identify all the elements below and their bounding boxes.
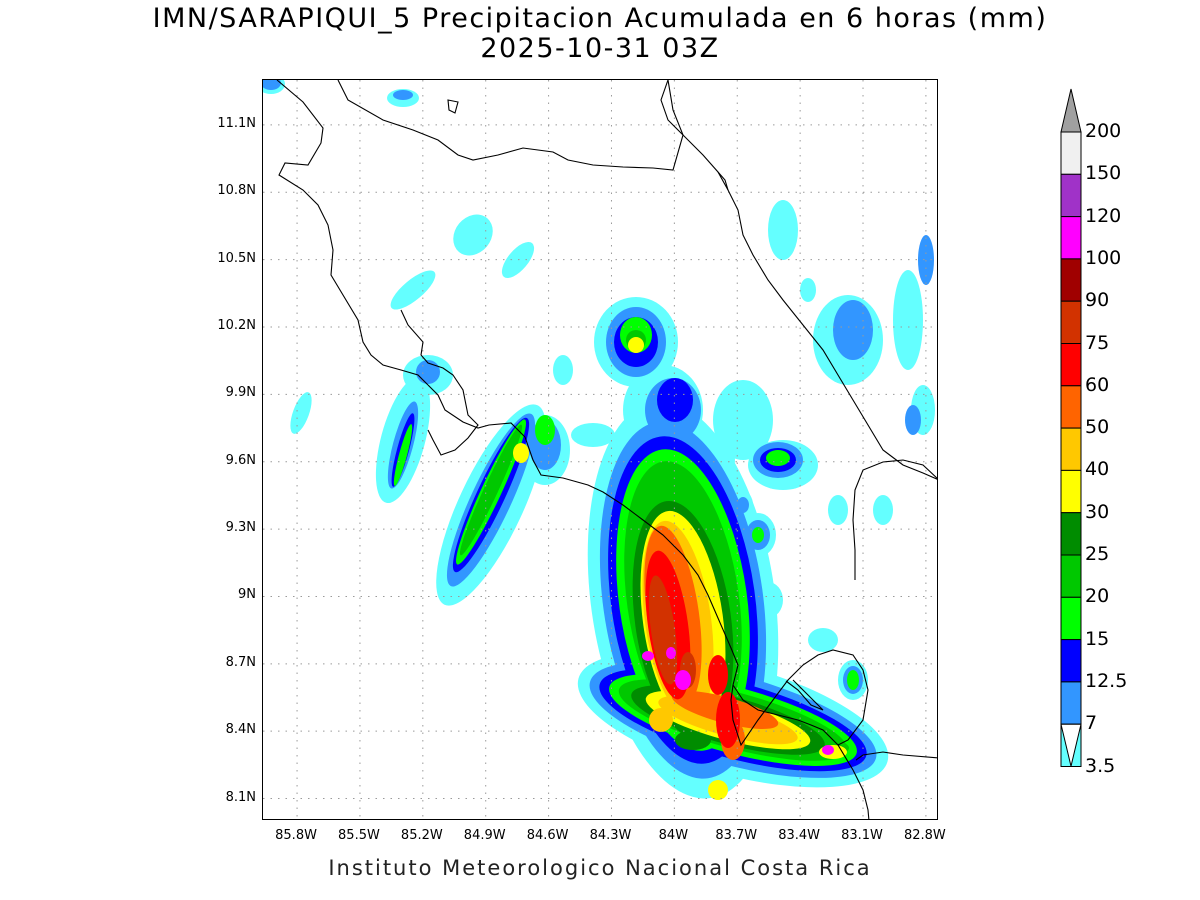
colorbar-swatch (1060, 596, 1082, 641)
lat-tick-label: 9.3N (225, 520, 256, 536)
colorbar-level-label: 3.5 (1085, 754, 1116, 777)
colorbar-level-label: 75 (1085, 331, 1110, 354)
lat-tick-label: 10.8N (217, 183, 256, 199)
colorbar-level-label: 40 (1085, 458, 1110, 481)
colorbar-swatch (1060, 681, 1082, 725)
lon-tick-label: 84.3W (589, 828, 632, 843)
lon-tick-label: 82.8W (903, 828, 946, 843)
colorbar-swatch (1060, 258, 1082, 302)
colorbar-swatch (1060, 173, 1082, 218)
colorbar-level-label: 120 (1085, 204, 1122, 227)
lat-lon-grid (263, 80, 937, 819)
colorbar-swatch (1060, 343, 1082, 387)
colorbar-swatch (1060, 639, 1082, 683)
map-title: IMN/SARAPIQUI_5 Precipitacion Acumulada … (152, 3, 1048, 34)
colorbar-level-label: 50 (1085, 416, 1110, 439)
lon-tick-label: 85.5W (338, 828, 380, 843)
lon-tick-label: 83.1W (841, 828, 883, 843)
colorbar-level-label: 60 (1085, 373, 1110, 396)
colorbar-swatch (1060, 216, 1082, 260)
lon-tick-label: 84.6W (526, 828, 569, 843)
precipitation-map (262, 79, 938, 820)
lon-tick-label: 83.4W (778, 828, 821, 843)
footer-credit: Instituto Meteorologico Nacional Costa R… (328, 856, 872, 880)
colorbar-level-label: 25 (1085, 543, 1110, 565)
lat-tick-label: 9N (238, 587, 256, 603)
colorbar-level-label: 150 (1085, 162, 1122, 185)
colorbar-top-arrow (1060, 88, 1082, 133)
colorbar-level-label: 12.5 (1085, 669, 1128, 692)
colorbar-level-label: 20 (1085, 585, 1110, 608)
map-subtitle-date: 2025-10-31 03Z (480, 33, 720, 64)
lat-tick-label: 8.4N (225, 722, 256, 738)
lon-tick-label: 83.7W (715, 828, 758, 843)
map-canvas (263, 80, 937, 819)
lon-tick-label: 85.8W (275, 828, 317, 843)
colorbar-swatch (1060, 512, 1082, 556)
colorbar-level-label: 100 (1085, 246, 1122, 269)
colorbar-level-label: 200 (1085, 120, 1122, 142)
lat-tick-label: 11.1N (217, 115, 256, 131)
lat-tick-label: 8.1N (225, 789, 256, 805)
colorbar-swatch (1060, 554, 1082, 598)
lat-tick-label: 8.7N (225, 654, 256, 670)
lat-tick-label: 10.5N (217, 250, 256, 266)
lat-tick-label: 9.6N (225, 452, 256, 468)
colorbar-swatch (1060, 300, 1082, 344)
colorbar-level-label: 7 (1085, 712, 1098, 735)
lat-tick-label: 10.2N (217, 318, 256, 333)
lat-tick-label: 9.9N (225, 385, 256, 401)
lon-tick-label: 85.2W (400, 828, 443, 843)
colorbar-swatch (1060, 131, 1082, 175)
lon-tick-label: 84.9W (463, 828, 506, 843)
lon-tick-label: 84W (658, 828, 689, 843)
colorbar-level-label: 30 (1085, 500, 1110, 523)
colorbar-swatch (1060, 385, 1082, 429)
colorbar-swatch (1060, 469, 1082, 514)
colorbar-swatch (1060, 427, 1082, 471)
coastline-borders (276, 80, 937, 819)
colorbar (1060, 88, 1082, 768)
colorbar-level-label: 90 (1085, 289, 1110, 312)
precipitation-field (263, 80, 935, 800)
colorbar-level-label: 15 (1085, 627, 1110, 650)
colorbar-bottom-arrow (1060, 723, 1082, 767)
